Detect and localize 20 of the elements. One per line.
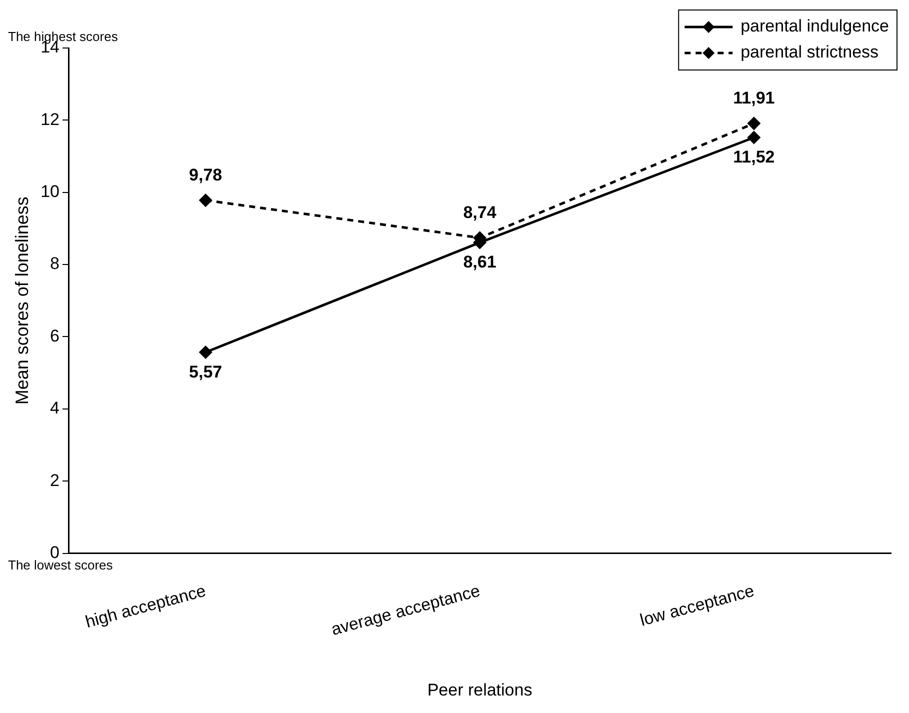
legend-label: parental strictness [740, 42, 879, 62]
y-tick-label: 12 [40, 110, 60, 129]
data-label: 5,57 [189, 362, 222, 382]
y-tick-label: 6 [50, 326, 60, 346]
x-axis-title: Peer relations [427, 680, 532, 700]
point [199, 194, 212, 207]
data-label: 11,52 [733, 148, 775, 167]
y-tick-label: 2 [50, 470, 60, 490]
data-label: 11,91 [733, 88, 775, 108]
y-axis-title: Mean scores of loneliness [12, 196, 32, 405]
y-tick-label: 10 [40, 182, 60, 202]
data-label: 8,74 [463, 203, 497, 222]
data-label: 9,78 [189, 165, 222, 184]
y-tick-label: 4 [50, 398, 60, 418]
data-label: 8,61 [463, 252, 496, 272]
legend-label: parental indulgence [740, 16, 890, 36]
point [199, 346, 212, 358]
y-tick-label: 8 [50, 254, 60, 274]
point [748, 131, 760, 144]
point [748, 117, 760, 130]
